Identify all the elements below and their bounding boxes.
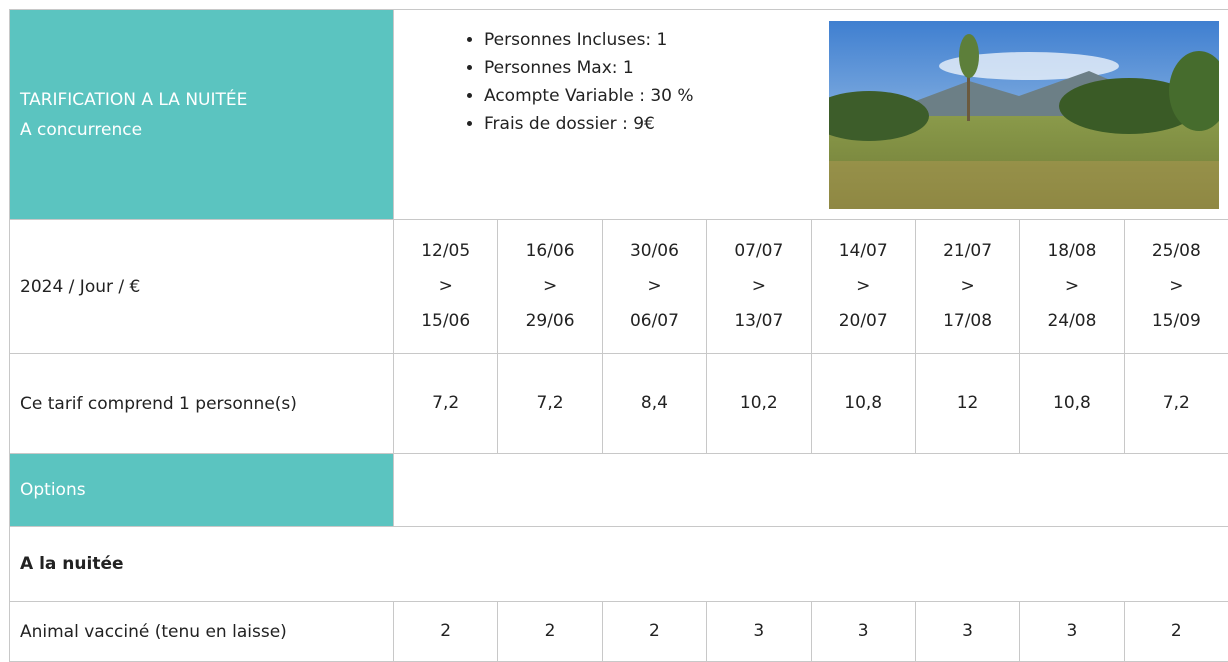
row-label: 2024 / Jour / € — [10, 220, 394, 354]
period-to: 13/07 — [707, 304, 810, 339]
period-to: 06/07 — [603, 304, 706, 339]
detail-item: Frais de dossier : 9€ — [484, 110, 694, 138]
period-from: 12/05 — [394, 234, 497, 269]
period-cell: 25/08>15/09 — [1124, 220, 1228, 354]
section-label: A la nuitée — [10, 527, 1228, 602]
table-subtitle: A concurrence — [20, 115, 383, 145]
period-from: 25/08 — [1125, 234, 1228, 269]
period-cell: 07/07>13/07 — [707, 220, 811, 354]
option-cell: 3 — [707, 602, 811, 662]
option-cell: 3 — [915, 602, 1019, 662]
rate-cell: 10,8 — [1020, 354, 1124, 454]
page: {"header": {"title": "TARIFICATION A LA … — [0, 0, 1228, 651]
period-from: 18/08 — [1020, 234, 1123, 269]
rate-cell: 7,2 — [498, 354, 602, 454]
options-label: Options — [10, 454, 394, 527]
period-to: 20/07 — [812, 304, 915, 339]
option-cell: 2 — [498, 602, 602, 662]
option-cell: 2 — [394, 602, 498, 662]
table-row: Options — [10, 454, 1228, 527]
period-separator: > — [812, 269, 915, 304]
rate-cell: 12 — [915, 354, 1019, 454]
period-separator: > — [1125, 269, 1228, 304]
period-from: 30/06 — [603, 234, 706, 269]
rate-cell: 10,2 — [707, 354, 811, 454]
period-cell: 14/07>20/07 — [811, 220, 915, 354]
option-cell: 2 — [1124, 602, 1228, 662]
period-from: 14/07 — [812, 234, 915, 269]
rate-cell: 10,8 — [811, 354, 915, 454]
row-label: Ce tarif comprend 1 personne(s) — [10, 354, 394, 454]
period-separator: > — [916, 269, 1019, 304]
rate-cell: 7,2 — [394, 354, 498, 454]
period-to: 17/08 — [916, 304, 1019, 339]
table-title: TARIFICATION A LA NUITÉE — [20, 85, 383, 115]
period-cell: 18/08>24/08 — [1020, 220, 1124, 354]
option-cell: 2 — [602, 602, 706, 662]
option-cell: 3 — [811, 602, 915, 662]
period-to: 15/06 — [394, 304, 497, 339]
period-separator: > — [498, 269, 601, 304]
rate-cell: 7,2 — [1124, 354, 1228, 454]
period-separator: > — [394, 269, 497, 304]
option-cell: 3 — [1020, 602, 1124, 662]
detail-item: Personnes Max: 1 — [484, 54, 694, 82]
empty-cell — [394, 454, 1228, 527]
period-separator: > — [707, 269, 810, 304]
period-cell: 30/06>06/07 — [602, 220, 706, 354]
period-separator: > — [603, 269, 706, 304]
row-label: Animal vacciné (tenu en laisse) — [10, 602, 394, 662]
detail-item: Personnes Incluses: 1 — [484, 26, 694, 54]
details-list: Personnes Incluses: 1Personnes Max: 1Aco… — [394, 26, 694, 138]
period-from: 16/06 — [498, 234, 601, 269]
period-from: 07/07 — [707, 234, 810, 269]
period-separator: > — [1020, 269, 1123, 304]
period-cell: 12/05>15/06 — [394, 220, 498, 354]
period-to: 29/06 — [498, 304, 601, 339]
period-cell: 21/07>17/08 — [915, 220, 1019, 354]
period-cell: 16/06>29/06 — [498, 220, 602, 354]
table-row: A la nuitée — [10, 527, 1228, 602]
rate-cell: 8,4 — [602, 354, 706, 454]
landscape-photo — [829, 21, 1219, 209]
period-from: 21/07 — [916, 234, 1019, 269]
period-to: 15/09 — [1125, 304, 1228, 339]
period-to: 24/08 — [1020, 304, 1123, 339]
info-cell: Personnes Incluses: 1Personnes Max: 1Aco… — [394, 10, 1228, 220]
detail-item: Acompte Variable : 30 % — [484, 82, 694, 110]
